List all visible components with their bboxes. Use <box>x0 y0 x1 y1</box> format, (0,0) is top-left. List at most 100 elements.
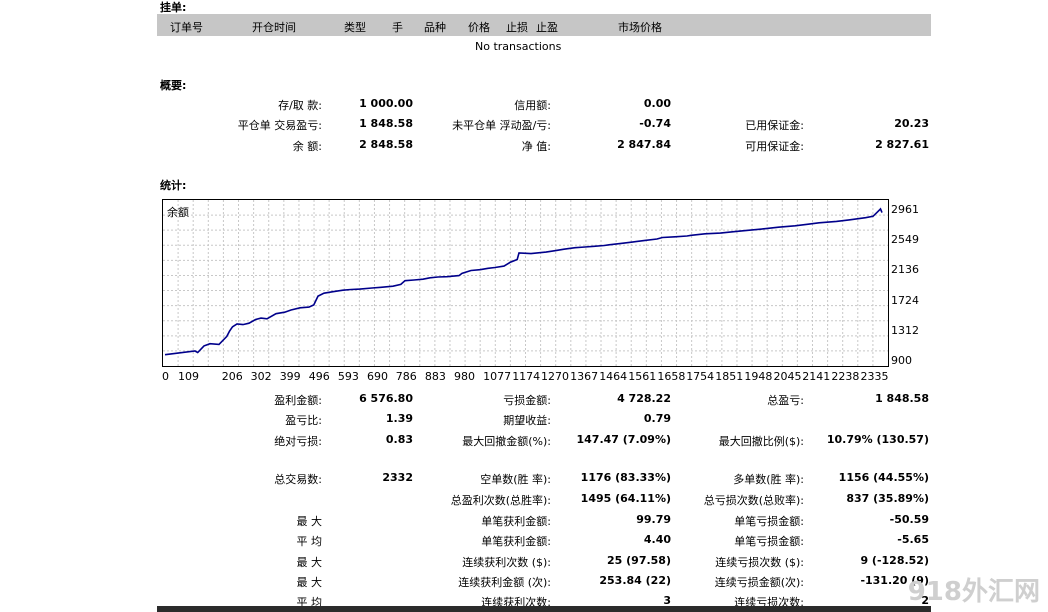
stat-label: 最大回撤金额(%): <box>462 435 551 448</box>
x-tick-label: 883 <box>424 370 446 383</box>
stat-value: 20.23 <box>894 117 929 130</box>
x-tick-label: 2141 <box>802 370 831 383</box>
stat-value: 147.47 (7.09%) <box>576 433 672 446</box>
balance-chart: 余额 <box>162 199 889 367</box>
x-tick-label: 1948 <box>744 370 773 383</box>
column-header: 市场价格 <box>618 21 662 34</box>
stat-value: 99.79 <box>636 513 671 526</box>
x-tick-label: 0 <box>162 370 169 383</box>
stat-value: 2 827.61 <box>875 138 929 151</box>
stat-label: 总盈亏: <box>767 394 804 407</box>
stat-label: 盈亏比: <box>285 414 322 427</box>
y-tick-label: 1312 <box>891 323 919 337</box>
x-tick-label: 690 <box>367 370 388 383</box>
x-tick-label: 1561 <box>628 370 657 383</box>
stat-label: 单笔获利金额: <box>481 535 551 548</box>
stat-label: 空单数(胜 率): <box>480 473 551 486</box>
stat-value: 2 <box>921 594 929 607</box>
x-tick-label: 1367 <box>570 370 599 383</box>
bottom-divider <box>157 606 931 612</box>
y-tick-label: 1724 <box>891 293 919 307</box>
x-tick-label: 1270 <box>541 370 569 383</box>
balance-line <box>164 207 883 356</box>
stat-label: 单笔获利金额: <box>481 515 551 528</box>
stat-value: 1 848.58 <box>875 392 929 405</box>
stat-value: 1 848.58 <box>359 117 413 130</box>
stat-label: 多单数(胜 率): <box>733 473 804 486</box>
y-tick-label: 2136 <box>891 263 919 277</box>
x-tick-label: 1174 <box>512 370 541 383</box>
stat-value: 4 728.22 <box>617 392 671 405</box>
stat-label: 信用额: <box>514 99 551 112</box>
stat-label: 盈利金额: <box>274 394 322 407</box>
stat-value: -131.20 (9) <box>860 574 929 587</box>
x-tick-label: 206 <box>221 370 243 383</box>
stat-value: 253.84 (22) <box>599 574 671 587</box>
column-header: 开仓时间 <box>252 21 296 34</box>
column-header: 品种 <box>424 21 446 34</box>
stat-label: 平仓单 交易盈亏: <box>237 119 322 132</box>
stat-label: 总盈利次数(总胜率): <box>450 494 551 507</box>
stat-label: 最大回撤比例($): <box>718 435 804 448</box>
stat-label: 连续亏损次数 ($): <box>715 556 804 569</box>
stat-value: 9 (-128.52) <box>860 554 929 567</box>
stat-label: 最 大 <box>296 576 323 589</box>
summary-section-title: 概要: <box>160 79 187 92</box>
empty-state-text: No transactions <box>475 40 562 53</box>
stat-value: 1495 (64.11%) <box>580 492 671 505</box>
stat-value: 25 (97.58) <box>607 554 671 567</box>
x-tick-label: 2238 <box>831 370 860 383</box>
column-header: 止盈 <box>536 21 558 34</box>
stat-value: 10.79% (130.57) <box>826 433 929 446</box>
stat-value: 4.40 <box>643 533 671 546</box>
stat-label: 未平仓单 浮动盈/亏: <box>452 119 551 132</box>
stat-label: 连续亏损金额(次): <box>714 576 804 589</box>
x-tick-label: 593 <box>337 370 359 383</box>
stat-label: 余 额: <box>292 140 322 153</box>
x-tick-label: 109 <box>178 370 199 383</box>
watermark-text: 918外汇网 <box>907 577 1040 607</box>
stat-label: 绝对亏损: <box>274 435 322 448</box>
x-tick-label: 2335 <box>860 370 889 383</box>
stat-label: 净 值: <box>521 140 551 153</box>
column-header: 类型 <box>344 21 366 34</box>
stat-label: 可用保证金: <box>745 140 804 153</box>
stat-label: 已用保证金: <box>745 119 804 132</box>
column-header: 订单号 <box>170 21 203 34</box>
stat-label: 存/取 款: <box>278 99 322 112</box>
x-tick-label: 1754 <box>686 370 715 383</box>
stat-value: 2 848.58 <box>359 138 413 151</box>
stat-value: -50.59 <box>889 513 929 526</box>
y-tick-label: 2961 <box>891 203 919 217</box>
stat-label: 连续获利次数: <box>481 596 551 609</box>
stat-value: 6 576.80 <box>359 392 413 405</box>
stat-value: -5.65 <box>897 533 929 546</box>
x-tick-label: 980 <box>454 370 475 383</box>
column-header: 手 <box>392 21 403 34</box>
stat-value: 1 000.00 <box>359 97 413 110</box>
y-tick-label: 2549 <box>891 233 919 247</box>
stat-label: 连续获利次数 ($): <box>462 556 551 569</box>
x-tick-label: 2045 <box>773 370 802 383</box>
stat-label: 亏损金额: <box>503 394 551 407</box>
x-tick-label: 1077 <box>483 370 512 383</box>
stat-label: 平 均 <box>296 596 323 609</box>
stat-value: 1156 (44.55%) <box>838 471 929 484</box>
stat-value: 1.39 <box>385 412 413 425</box>
stat-value: 2332 <box>382 471 413 484</box>
pending-section-title: 挂单: <box>160 1 187 14</box>
stat-label: 总交易数: <box>274 473 322 486</box>
stat-label: 总亏损次数(总败率): <box>703 494 804 507</box>
stat-label: 单笔亏损金额: <box>734 535 804 548</box>
y-tick-label: 900 <box>891 354 912 367</box>
x-tick-label: 1851 <box>715 370 744 383</box>
stat-value: 0.83 <box>385 433 413 446</box>
stat-value: 837 (35.89%) <box>846 492 929 505</box>
stat-label: 单笔亏损金额: <box>734 515 804 528</box>
x-tick-label: 302 <box>250 370 272 383</box>
chart-plot-area <box>163 200 888 366</box>
stat-value: 3 <box>663 594 671 607</box>
x-tick-label: 786 <box>395 370 417 383</box>
stat-label: 连续亏损次数: <box>734 596 804 609</box>
column-header: 止损 <box>506 21 528 34</box>
